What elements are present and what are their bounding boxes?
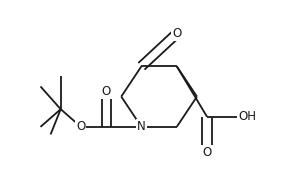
Text: OH: OH	[239, 110, 257, 123]
Text: O: O	[102, 85, 111, 98]
Text: O: O	[76, 120, 86, 133]
Text: O: O	[172, 27, 181, 40]
Text: N: N	[137, 120, 146, 133]
Text: O: O	[202, 146, 212, 159]
